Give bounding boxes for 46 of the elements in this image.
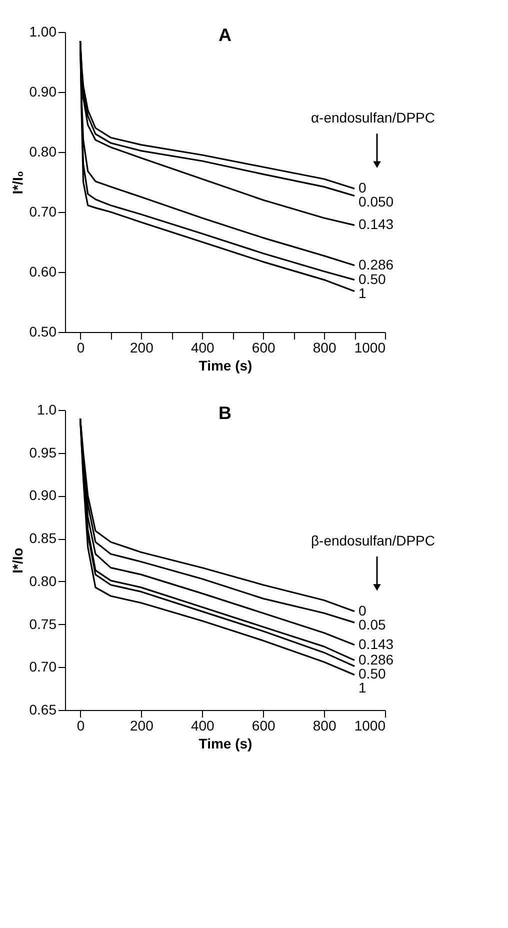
x-tick-label: 400 <box>190 718 215 734</box>
x-tick-label: 0 <box>76 718 85 734</box>
y-tick-label: 0.50 <box>29 324 57 340</box>
series-label: 0.050 <box>358 194 394 210</box>
series-label: 0.143 <box>358 636 394 652</box>
x-tick-label: 200 <box>130 718 154 734</box>
x-tick-label: 200 <box>130 340 154 356</box>
y-tick-label: 0.70 <box>29 204 57 220</box>
x-tick-label: 600 <box>252 718 276 734</box>
x-axis-title: Time (s) <box>198 358 252 374</box>
x-tick-label: 0 <box>76 340 85 356</box>
y-tick-label: 0.90 <box>29 487 57 504</box>
series-label: 1 <box>358 284 367 301</box>
x-tick-label: 800 <box>312 718 336 734</box>
series-label: 1 <box>358 679 367 696</box>
y-tick-label: 0.80 <box>29 572 57 589</box>
y-tick-label: 0.60 <box>29 264 57 280</box>
x-tick-label: 1000 <box>354 718 386 734</box>
x-axis-title: Time (s) <box>198 736 252 752</box>
x-tick-label: 400 <box>190 340 215 356</box>
x-tick-label: 1000 <box>354 340 386 356</box>
y-tick-label: 0.70 <box>29 658 57 675</box>
series-label: 0.50 <box>358 665 386 682</box>
series-label: 0.50 <box>358 270 386 287</box>
chart-title: B <box>218 403 232 423</box>
series-label: 0.143 <box>358 216 394 232</box>
series-label: 0.286 <box>358 256 394 272</box>
y-tick-label: 1.00 <box>29 24 57 40</box>
y-tick-label: 0.95 <box>29 444 57 460</box>
y-axis-title: I*/I₀ <box>9 170 26 194</box>
y-axis-title: I*/Io <box>9 548 26 574</box>
legend-title: α-endosulfan/DPPC <box>310 110 435 126</box>
y-tick-label: 1.0 <box>37 402 57 418</box>
legend-title: β-endosulfan/DPPC <box>310 532 435 548</box>
y-tick-label: 0.75 <box>29 616 57 632</box>
y-tick-label: 0.80 <box>29 144 57 160</box>
x-tick-label: 600 <box>252 340 276 356</box>
y-tick-label: 0.85 <box>29 530 57 546</box>
legend-label: 0 <box>358 602 367 618</box>
x-tick-label: 800 <box>312 340 336 356</box>
legend-label: 0 <box>358 180 367 196</box>
chart-title: A <box>218 25 232 45</box>
y-tick-label: 0.65 <box>29 702 57 718</box>
y-tick-label: 0.90 <box>29 84 57 100</box>
series-label: 0.286 <box>358 651 394 668</box>
series-label: 0.05 <box>358 616 386 632</box>
